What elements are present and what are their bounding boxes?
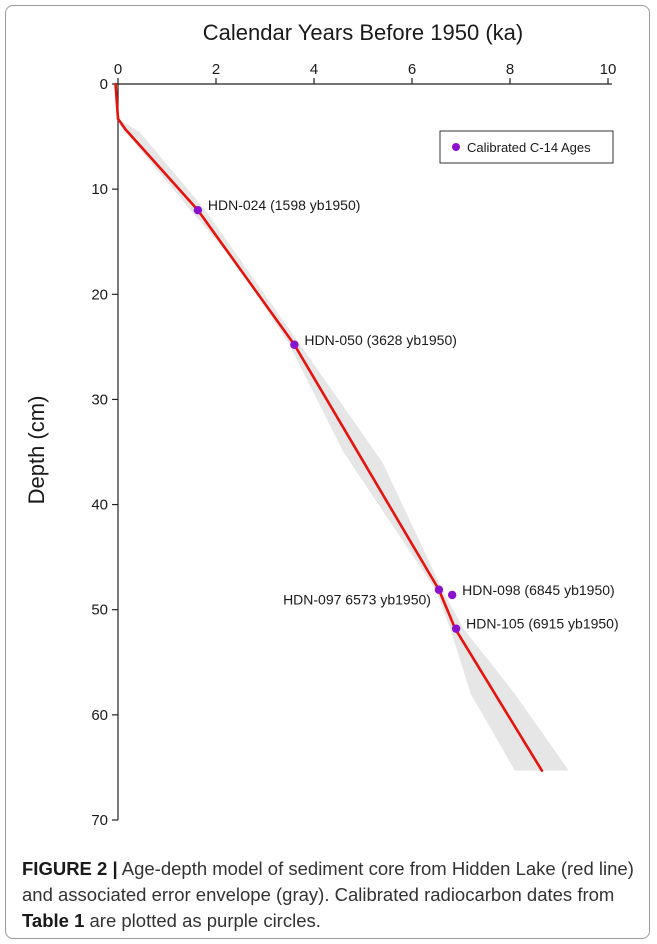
calibrated-age-label: HDN-105 (6915 yb1950) xyxy=(466,616,619,632)
calibrated-age-label: HDN-050 (3628 yb1950) xyxy=(304,332,457,348)
y-tick-label: 50 xyxy=(91,602,108,619)
x-tick-label: 10 xyxy=(600,61,617,78)
x-ticks: 0 2 4 6 8 10 xyxy=(114,61,617,84)
x-tick-label: 6 xyxy=(408,61,416,78)
x-tick-label: 4 xyxy=(310,61,318,78)
y-tick-label: 30 xyxy=(91,391,108,408)
point-labels-layer: HDN-024 (1598 yb1950) HDN-050 (3628 yb195… xyxy=(208,197,619,631)
axes-layer xyxy=(117,83,612,820)
legend: Calibrated C-14 Ages xyxy=(439,130,614,164)
y-tick-label: 10 xyxy=(91,181,108,198)
calibrated-age-point xyxy=(193,205,203,215)
x-tick-label: 8 xyxy=(506,61,514,78)
calibrated-age-point xyxy=(434,585,444,594)
figure-frame xyxy=(5,5,650,939)
calibrated-age-point xyxy=(290,340,299,349)
calibrated-age-point xyxy=(451,624,461,633)
figure-label: FIGURE 2 | xyxy=(22,858,118,879)
legend-box xyxy=(439,130,614,164)
table-reference: Table 1 xyxy=(22,910,85,931)
calibrated-age-label: HDN-098 (6845 yb1950) xyxy=(462,582,615,598)
calibrated-ages-layer xyxy=(193,205,461,633)
x-tick-label: 0 xyxy=(114,61,122,78)
x-axis-title: Calendar Years Before 1950 (ka) xyxy=(203,20,523,45)
y-tick-label: 40 xyxy=(91,497,108,514)
legend-marker xyxy=(452,143,460,151)
y-ticks: 0 10 20 30 40 50 60 70 xyxy=(91,76,118,829)
y-tick-label: 20 xyxy=(91,286,108,303)
calibrated-age-label: HDN-097 6573 yb1950) xyxy=(283,592,431,608)
calibrated-age-point xyxy=(447,590,457,600)
caption-text-1: Age-depth model of sediment core from Hi… xyxy=(22,858,634,905)
y-tick-label: 70 xyxy=(91,812,108,829)
legend-label: Calibrated C-14 Ages xyxy=(467,140,591,155)
x-tick-label: 2 xyxy=(212,61,220,78)
calibrated-age-label: HDN-024 (1598 yb1950) xyxy=(208,197,361,213)
caption-text-2: are plotted as purple circles. xyxy=(84,910,321,931)
y-axis-title: Depth (cm) xyxy=(24,396,49,505)
figure-caption: FIGURE 2 | Age-depth model of sediment c… xyxy=(22,856,642,934)
y-tick-label: 0 xyxy=(100,76,108,93)
y-tick-label: 60 xyxy=(91,707,108,724)
age-depth-chart: 0 2 4 6 8 10 0 10 20 30 40 50 60 70 HDN-024 (1598 yb… xyxy=(24,20,619,829)
